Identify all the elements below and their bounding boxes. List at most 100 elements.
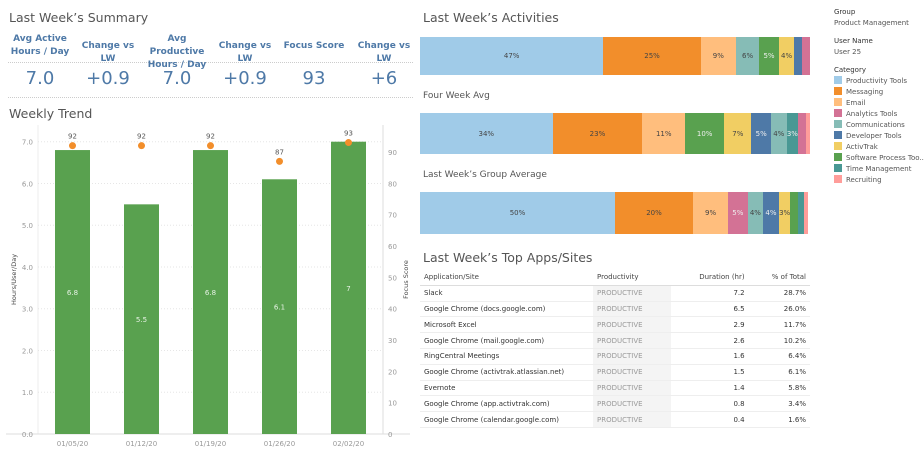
divider [8,62,413,63]
focus-score-dot [276,157,283,165]
column-header[interactable]: Duration (hr) [670,270,749,286]
segment-label: 6% [742,52,754,60]
y2-tick-label: 40 [388,306,397,314]
bar-segment[interactable]: 10% [685,113,725,154]
table-cell: PRODUCTIVE [593,301,671,318]
kpi-label: Change vs LW [357,41,411,64]
table-row[interactable]: Google Chrome (docs.google.com) PRODUCTIV… [420,301,810,318]
table-row[interactable]: Microsoft Excel PRODUCTIVE 2.9 11.7% [420,316,810,334]
segment-label: 5% [763,52,775,60]
table-cell: 5.8% [748,380,810,397]
bar-segment[interactable]: 3% [786,113,799,154]
bar-segment[interactable] [798,192,805,234]
segment-label: 10% [696,129,713,138]
table-cell: Google Chrome (mail.google.com) [420,332,593,349]
bar-segment[interactable] [794,37,803,75]
bar-segment[interactable]: 25% [603,37,701,75]
legend-item[interactable]: Productivity Tools [834,76,924,87]
bar-segment[interactable]: 20% [615,192,693,234]
bar-segment[interactable]: 11% [642,113,686,154]
table-row[interactable]: Evernote PRODUCTIVE 1.4 5.8% [420,380,810,397]
y2-tick-label: 80 [388,180,397,188]
kpi-label: Avg Productive Hours / Day [147,34,207,70]
bar-segment[interactable]: 23% [552,113,643,154]
bar [193,150,228,434]
user-filter-value[interactable]: User 25 [834,48,862,56]
bar-segment[interactable]: 4% [770,113,787,154]
top-apps-table: Application/Site Productivity Duration (hr… [420,270,810,428]
segment-label: 3% [779,209,791,217]
segment-label: 50% [509,209,526,217]
focus-score-label: 87 [275,148,284,156]
bar-segment[interactable]: 50% [420,192,615,234]
table-cell: 26.0% [748,301,810,318]
table-cell: 1.6 [670,348,749,365]
y2-tick-label: 90 [388,149,397,157]
table-row[interactable]: Slack PRODUCTIVE 7.2 28.7% [420,285,810,302]
segment-label: 3% [786,129,798,138]
bar-segment[interactable] [790,192,799,234]
bar-segment[interactable] [802,37,810,75]
bar-segment[interactable]: 5% [759,37,779,75]
legend-item[interactable]: Software Process Too.. [834,153,924,164]
bar-segment[interactable]: 4% [763,192,779,234]
bar-segment[interactable]: 7% [724,113,752,154]
table-cell: Google Chrome (docs.google.com) [420,301,593,318]
legend-item[interactable]: Communications [834,120,924,131]
bar-segment[interactable]: 9% [700,37,736,75]
bar-segment[interactable]: 34% [420,113,553,154]
y-tick-label: 6.0 [22,180,33,188]
legend-item[interactable]: Time Management [834,164,924,175]
table-row[interactable]: Google Chrome (mail.google.com) PRODUCTIV… [420,332,810,349]
table-cell: PRODUCTIVE [593,395,671,413]
bar-segment[interactable] [804,192,808,234]
bar-segment[interactable]: 3% [778,192,791,234]
bar [262,179,297,434]
table-row[interactable]: Google Chrome (app.activtrak.com) PRODUCT… [420,395,810,413]
bar-segment[interactable]: 47% [420,37,604,75]
group-filter-value[interactable]: Product Management [834,19,909,27]
table-row[interactable]: RingCentral Meetings PRODUCTIVE 1.6 6.4% [420,348,810,365]
legend-item[interactable]: ActivTrak [834,142,924,153]
y-tick-label: 1.0 [22,389,33,397]
bar-segment[interactable]: 4% [778,37,795,75]
table-row[interactable]: Google Chrome (calendar.google.com) PRODU… [420,411,810,428]
table-row[interactable]: Google Chrome (activtrak.atlassian.net) P… [420,364,810,381]
legend-label: Software Process Too.. [846,154,924,162]
table-cell: 2.6 [670,332,749,349]
table-cell: 6.1% [748,364,810,381]
bar-segment[interactable] [798,113,807,154]
x-tick-label: 01/05/20 [57,440,88,448]
focus-score-dot [207,142,214,150]
segment-label: 5% [755,129,767,138]
legend-item[interactable]: Messaging [834,87,924,98]
legend-swatch [834,98,842,106]
table-cell: 6.5 [670,301,749,318]
column-header[interactable]: Productivity [593,270,671,286]
column-header[interactable]: % of Total [748,270,810,286]
table-cell: 1.6% [748,411,810,428]
bar-segment[interactable] [806,113,810,154]
column-header[interactable]: Application/Site [420,270,593,286]
segment-label: 4% [749,209,761,217]
kpi-value: +6 [370,68,398,89]
legend-item[interactable]: Analytics Tools [834,109,924,120]
kpi-label: Change vs LW [218,41,272,64]
legend-item[interactable]: Recruiting [834,175,924,186]
legend-item[interactable]: Email [834,98,924,109]
bar-segment[interactable]: 9% [693,192,729,234]
focus-score-label: 92 [137,133,146,141]
bar-segment[interactable]: 5% [728,192,748,234]
bar-segment[interactable]: 6% [735,37,760,75]
table-cell: 0.8 [670,395,749,413]
focus-score-dot [345,139,352,147]
bar-segment[interactable]: 4% [747,192,764,234]
y-tick-label: 4.0 [22,264,33,272]
segment-label: 25% [644,52,660,60]
bar-label: 6.8 [67,289,78,297]
four-week-avg-bar: 34% 23% 11% 10% 7% 5% 4% 3% [420,113,810,154]
legend-item[interactable]: Developer Tools [834,131,924,142]
weekly-trend-chart: 0.0 1.0 2.0 3.0 4.0 5.0 6.0 7.0 0 10 20 30 40 50 60 70 8… [6,125,410,448]
table-cell: Google Chrome (app.activtrak.com) [420,395,593,413]
bar-segment[interactable]: 5% [751,113,771,154]
